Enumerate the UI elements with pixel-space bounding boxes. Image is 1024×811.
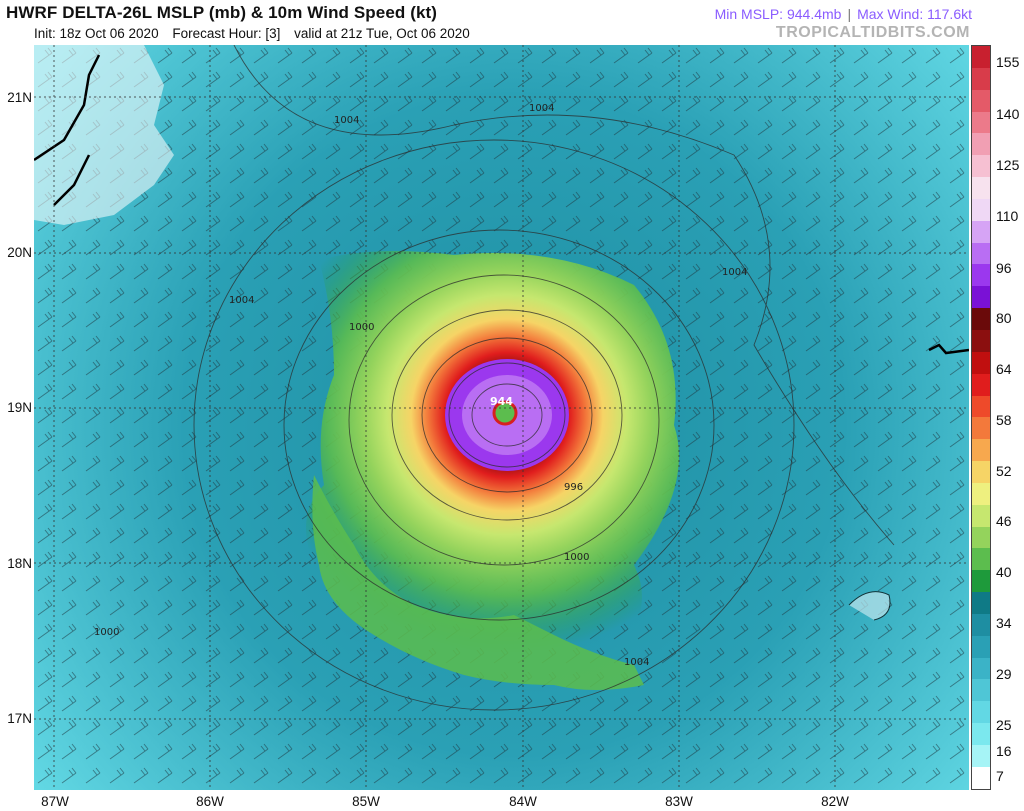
- max-wind: Max Wind: 117.6kt: [857, 6, 972, 22]
- lon-label: 85W: [352, 794, 380, 809]
- wind-field-map: 1004 1004 1004 1004 1000 1000 996 1000 1…: [34, 45, 969, 790]
- colorbar-segment: [972, 613, 990, 636]
- isobar-label: 1000: [349, 322, 374, 333]
- colorbar-segment: [972, 46, 990, 68]
- colorbar-segment: [972, 89, 990, 112]
- colorbar-label: 25: [996, 717, 1012, 733]
- colorbar-segment: [972, 548, 990, 571]
- colorbar-label: 58: [996, 412, 1012, 428]
- colorbar-segment: [972, 723, 990, 745]
- init-time: Init: 18z Oct 06 2020: [34, 26, 159, 41]
- colorbar-segment: [972, 592, 990, 614]
- colorbar-segment: [972, 286, 990, 309]
- map-panel: 1004 1004 1004 1004 1000 1000 996 1000 1…: [34, 45, 969, 790]
- lat-label: 17N: [7, 711, 32, 726]
- colorbar-segment: [972, 111, 990, 134]
- isobar-label: 1004: [722, 267, 747, 278]
- colorbar-segment: [972, 439, 990, 462]
- isobar-label: 1004: [334, 115, 359, 126]
- center-pressure-label: 944: [490, 395, 513, 408]
- colorbar-segment: [972, 635, 990, 658]
- colorbar-segment: [972, 395, 990, 418]
- lon-label: 87W: [41, 794, 69, 809]
- colorbar-segment: [972, 745, 990, 767]
- colorbar-label: 7: [996, 768, 1004, 784]
- colorbar-segment: [972, 701, 990, 724]
- lon-label: 82W: [821, 794, 849, 809]
- colorbar-label: 64: [996, 361, 1012, 377]
- storm-stats: Min MSLP: 944.4mb | Max Wind: 117.6kt: [715, 6, 972, 22]
- colorbar-segment: [972, 308, 990, 330]
- southern-gale-band: [312, 475, 644, 690]
- colorbar-segment: [972, 329, 990, 352]
- colorbar-label: 140: [996, 106, 1020, 122]
- lat-label: 18N: [7, 556, 32, 571]
- forecast-hour: Forecast Hour: [3]: [172, 26, 281, 41]
- colorbar-segment: [972, 67, 990, 90]
- lat-label: 20N: [7, 245, 32, 260]
- isobar-label: 1000: [94, 627, 119, 638]
- colorbar: [971, 45, 991, 790]
- colorbar-segment: [972, 482, 990, 505]
- lat-lon-grid: [34, 45, 969, 790]
- isobar-label: 1000: [564, 552, 589, 563]
- stats-separator: |: [847, 6, 852, 22]
- colorbar-label: 34: [996, 615, 1012, 631]
- colorbar-label: 96: [996, 260, 1012, 276]
- colorbar-label: 52: [996, 463, 1012, 479]
- cuba-western-tip: [34, 45, 174, 225]
- chart-title: HWRF DELTA-26L MSLP (mb) & 10m Wind Spee…: [6, 3, 438, 22]
- cayman-islands: [848, 591, 891, 621]
- valid-time: valid at 21z Tue, Oct 06 2020: [294, 26, 470, 41]
- isobar-label: 1004: [624, 657, 649, 668]
- coastline-isle-of-youth: [928, 343, 969, 355]
- colorbar-label: 80: [996, 310, 1012, 326]
- colorbar-segment: [972, 679, 990, 702]
- colorbar-segment: [972, 177, 990, 199]
- colorbar-segment: [972, 351, 990, 374]
- brand-watermark: TROPICALTIDBITS.COM: [775, 24, 970, 41]
- isobar-labels: 1004 1004 1004 1004 1000 1000 996 1000 1…: [94, 103, 747, 668]
- colorbar-segment: [972, 657, 990, 680]
- colorbar-segment: [972, 242, 990, 265]
- colorbar-segment: [972, 570, 990, 593]
- isobars: [193, 45, 895, 711]
- min-mslp: Min MSLP: 944.4mb: [714, 6, 842, 22]
- isobar-label: 996: [564, 482, 583, 493]
- isobar-label: 1004: [229, 295, 254, 306]
- colorbar-segment: [972, 417, 990, 440]
- colorbar-segment: [972, 504, 990, 527]
- isobar-label: 1004: [529, 103, 554, 114]
- colorbar-label: 29: [996, 666, 1012, 682]
- colorbar-label: 16: [996, 743, 1012, 759]
- colorbar-label: 46: [996, 513, 1012, 529]
- colorbar-label: 125: [996, 157, 1020, 173]
- colorbar-segment: [972, 198, 990, 221]
- lon-label: 84W: [509, 794, 537, 809]
- colorbar-segment: [972, 264, 990, 287]
- colorbar-label: 40: [996, 564, 1012, 580]
- lat-label: 21N: [7, 90, 32, 105]
- colorbar-segment: [972, 526, 990, 549]
- run-info: Init: 18z Oct 06 2020 Forecast Hour: [3]…: [34, 26, 480, 41]
- lat-label: 19N: [7, 400, 32, 415]
- colorbar-segment: [972, 766, 990, 789]
- colorbar-segment: [972, 461, 990, 483]
- hurricane-wind-field: [306, 251, 679, 690]
- colorbar-label: 110: [996, 208, 1019, 224]
- lon-label: 86W: [196, 794, 224, 809]
- lon-label: 83W: [665, 794, 693, 809]
- colorbar-segment: [972, 373, 990, 396]
- colorbar-segment: [972, 133, 990, 156]
- colorbar-segment: [972, 220, 990, 243]
- colorbar-label: 155: [996, 54, 1020, 70]
- colorbar-segment: [972, 155, 990, 178]
